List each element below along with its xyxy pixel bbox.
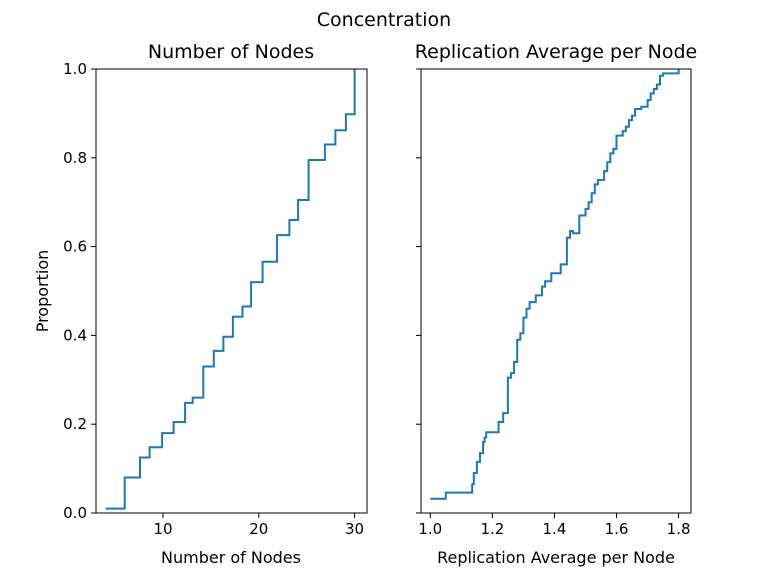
left-plot-title: Number of Nodes	[148, 41, 314, 63]
y-tick-label: 0.6	[63, 238, 87, 256]
x-tick-label: 20	[249, 520, 268, 538]
left-subplot: Number of Nodes 10 20 30 0.0 0.2 0.4 0.6 0.8 1.0…	[33, 41, 368, 567]
figure-suptitle: Concentration	[317, 9, 451, 31]
x-tick-label: 1.0	[418, 520, 442, 538]
y-tick-label: 0.4	[63, 326, 87, 344]
left-x-axis-label: Number of Nodes	[161, 548, 301, 567]
x-tick-label: 1.8	[667, 520, 691, 538]
y-tick-label: 0.2	[63, 415, 87, 433]
left-ecdf-line	[105, 69, 356, 510]
right-ticks: 1.0 1.2 1.4 1.6 1.8	[416, 68, 691, 538]
x-tick-label: 30	[345, 520, 364, 538]
x-tick-label: 1.4	[543, 520, 567, 538]
right-subplot: Replication Average per Node 1.0 1.2 1.4 1.…	[415, 41, 697, 567]
x-tick-label: 1.2	[480, 520, 504, 538]
right-ecdf-line	[430, 69, 680, 500]
x-tick-label: 1.6	[605, 520, 629, 538]
right-x-axis-label: Replication Average per Node	[437, 548, 675, 567]
y-tick-label: 0.0	[63, 504, 87, 522]
y-tick-label: 1.0	[63, 60, 87, 78]
left-ticks: 10 20 30 0.0 0.2 0.4 0.6 0.8 1.0	[63, 60, 364, 538]
right-axes-frame	[420, 68, 692, 514]
left-axes-frame	[95, 68, 368, 514]
left-y-axis-label: Proportion	[33, 250, 52, 333]
right-plot-title: Replication Average per Node	[415, 41, 697, 63]
x-tick-label: 10	[153, 520, 172, 538]
y-tick-label: 0.8	[63, 149, 87, 167]
